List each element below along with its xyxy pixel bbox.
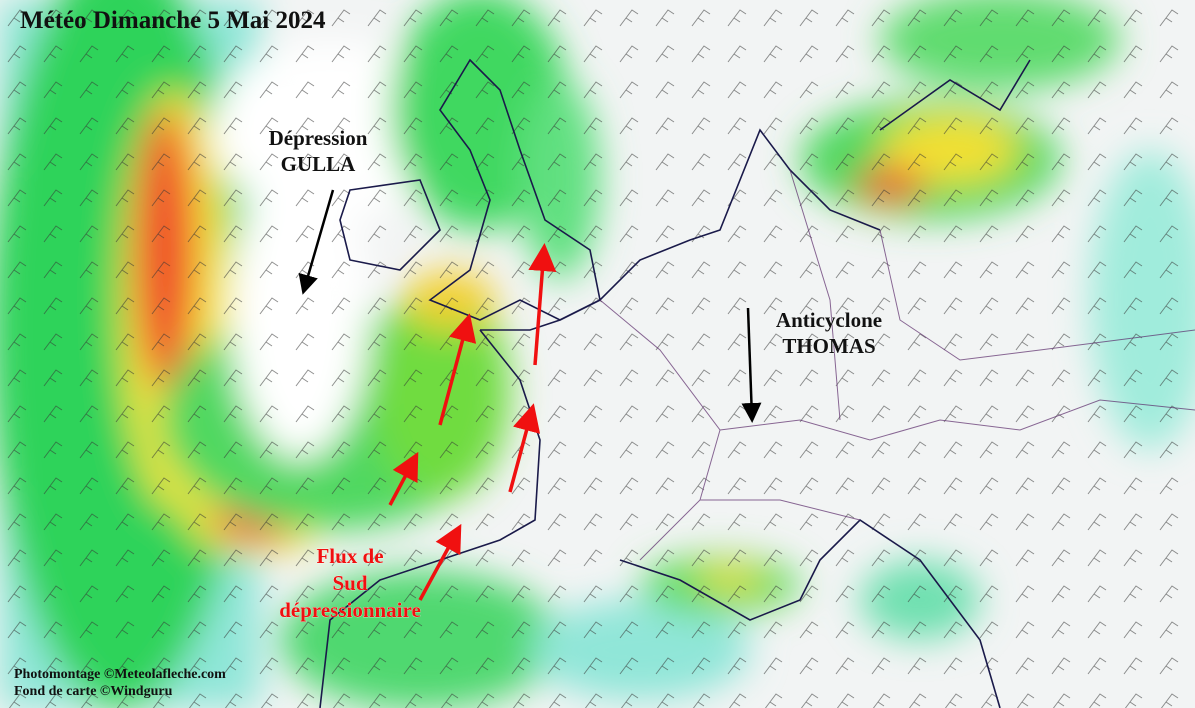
annotation-line: Flux de — [316, 544, 383, 568]
borders — [599, 169, 1195, 561]
annotation-line: THOMAS — [782, 334, 875, 358]
credit: Photomontage ©Meteolafleche.com — [14, 667, 226, 682]
map-title: Météo Dimanche 5 Mai 2024 — [20, 7, 326, 34]
annotation-line: Anticyclone — [776, 308, 882, 332]
credit: Fond de carte ©Windguru — [14, 684, 173, 699]
annotation-line: dépressionnaire — [279, 598, 421, 622]
annotation-line: GULLA — [281, 152, 357, 176]
coastlines — [319, 58, 1031, 708]
annotation-line: Sud — [332, 571, 367, 595]
annotation-line: Dépression — [269, 126, 368, 150]
arrows — [298, 189, 762, 601]
